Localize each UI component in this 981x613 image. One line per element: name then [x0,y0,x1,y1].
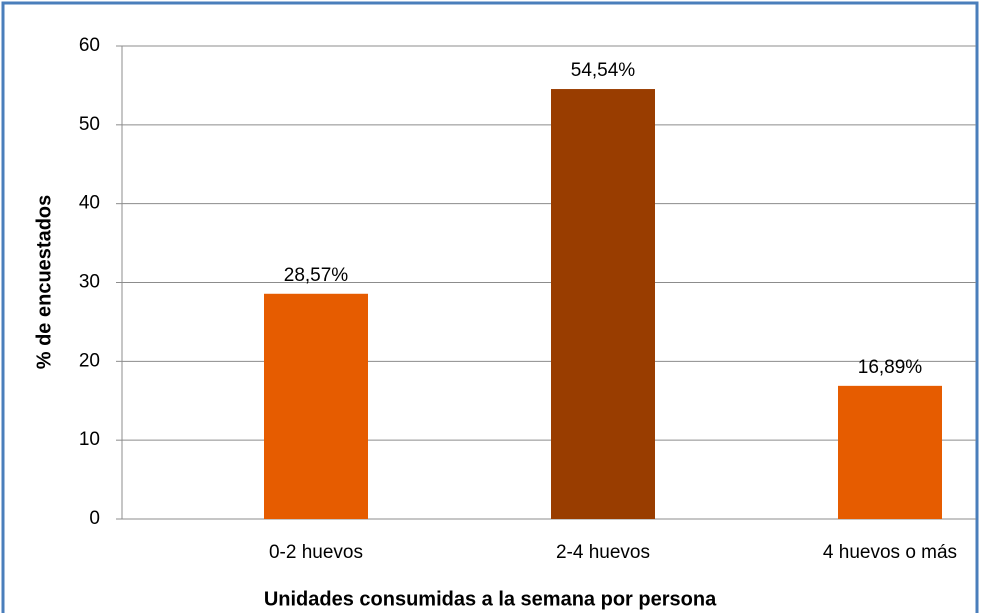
y-tick-label: 10 [79,429,100,450]
bar [264,293,368,519]
y-tick-label: 60 [79,35,100,56]
y-tick-label: 0 [89,508,100,529]
bar [551,89,655,519]
y-tick-label: 20 [79,350,100,371]
x-tick-label: 2-4 huevos [556,542,650,563]
y-tick-label: 30 [79,272,100,293]
y-axis-title: % de encuestados [33,195,55,370]
x-tick-label: 4 huevos o más [823,542,957,563]
y-tick-label: 40 [79,193,100,214]
x-axis-title: Unidades consumidas a la semana por pers… [264,588,717,610]
x-tick-label: 0-2 huevos [269,542,363,563]
bar [838,385,942,519]
data-label: 54,54% [571,60,636,81]
y-tick-label: 50 [79,114,100,135]
data-label: 16,89% [858,357,923,378]
data-label: 28,57% [284,265,349,286]
